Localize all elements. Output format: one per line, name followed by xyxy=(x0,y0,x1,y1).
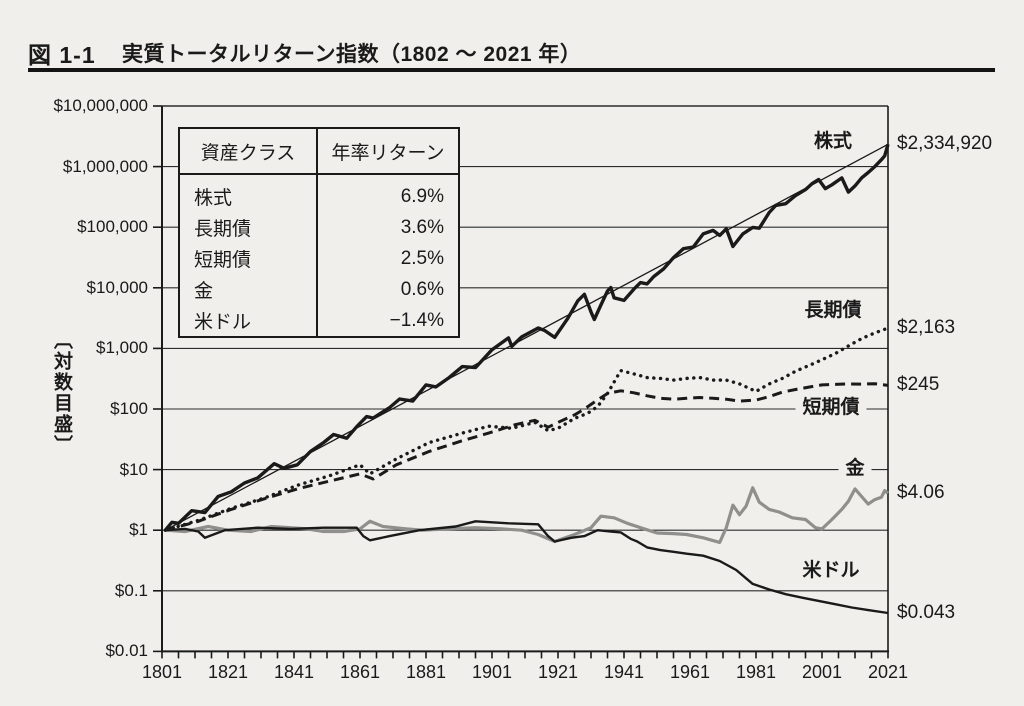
legend-asset-label: 米ドル xyxy=(194,312,252,333)
y-tick-label: $10 xyxy=(119,459,148,479)
y-tick-label: $1,000 xyxy=(96,338,148,358)
series-line-short-bonds xyxy=(164,382,889,532)
legend-return-value: −1.4% xyxy=(316,305,459,337)
series-line-long-bonds xyxy=(163,326,890,532)
figure-label: 図 1-1 xyxy=(28,42,96,68)
series-label-us-dollar: 米ドル xyxy=(802,560,860,581)
y-tick-label: $1 xyxy=(129,520,148,540)
x-tick-label: 2021 xyxy=(867,662,909,683)
legend-asset-label: 株式 xyxy=(194,188,233,209)
legend-return-value: 6.9% xyxy=(316,174,459,212)
end-value-short-bonds: $245 xyxy=(897,374,940,396)
y-tick-label: $1,000,000 xyxy=(62,156,148,176)
x-tick-label: 1981 xyxy=(735,662,777,683)
title-rule xyxy=(28,68,995,72)
series-line-us-dollar xyxy=(165,520,889,615)
series-line-stocks xyxy=(163,143,890,532)
x-tick-label: 1901 xyxy=(471,662,513,683)
legend-row-gold: 金 0.6% xyxy=(179,274,459,305)
series-line-gold xyxy=(165,486,890,544)
end-value-stocks: $2,334,920 xyxy=(897,133,993,155)
legend-table: 資産クラス 年率リターン 株式 6.9% 長期債 3.6% 短期債 2.5% 金… xyxy=(178,127,460,338)
y-tick-label: $100 xyxy=(110,399,148,418)
x-tick-label: 1801 xyxy=(141,662,183,683)
series-label-long-bonds: 長期債 xyxy=(804,300,862,321)
page-title: 実質トータルリターン指数（1802 ～ 2021 年） xyxy=(122,43,582,66)
series-line-trend xyxy=(164,143,889,531)
y-tick-label: $10,000,000 xyxy=(53,96,148,115)
legend-row-stocks: 株式 6.9% xyxy=(179,174,459,212)
y-axis-caption: 〔対数目盛〕 xyxy=(51,330,72,456)
legend-row-short-bonds: 短期債 2.5% xyxy=(179,243,459,274)
x-tick-label: 2001 xyxy=(801,662,843,683)
x-tick-label: 1941 xyxy=(603,662,645,683)
series-label-stocks: 株式 xyxy=(813,131,853,152)
y-tick-label: $0.01 xyxy=(105,641,148,661)
legend-return-value: 0.6% xyxy=(316,274,459,305)
legend-row-long-bonds: 長期債 3.6% xyxy=(179,212,459,243)
x-tick-label: 1821 xyxy=(207,662,249,683)
series-label-gold: 金 xyxy=(838,458,872,480)
x-tick-label: 1961 xyxy=(669,662,711,683)
x-tick-label: 1881 xyxy=(405,662,447,683)
x-tick-label: 1921 xyxy=(537,662,579,683)
legend-asset-label: 長期債 xyxy=(194,219,252,240)
end-value-gold: $4.06 xyxy=(897,482,945,504)
legend-row-us-dollar: 米ドル −1.4% xyxy=(179,305,459,337)
y-tick-label: $100,000 xyxy=(77,217,148,237)
end-value-long-bonds: $2,163 xyxy=(897,317,956,339)
legend-return-value: 2.5% xyxy=(316,243,459,274)
end-value-us-dollar: $0.043 xyxy=(897,602,956,623)
legend-header-asset-class: 資産クラス xyxy=(179,128,317,175)
legend-asset-label: 金 xyxy=(194,281,214,302)
x-tick-label: 1861 xyxy=(339,662,381,683)
x-tick-label: 1841 xyxy=(273,662,315,683)
y-tick-label: $10,000 xyxy=(86,277,148,297)
legend-header-annual-return: 年率リターン xyxy=(316,128,459,175)
legend-asset-label: 短期債 xyxy=(194,250,252,271)
y-tick-label: $0.1 xyxy=(114,580,148,600)
series-label-short-bonds: 短期債 xyxy=(795,397,867,419)
legend-return-value: 3.6% xyxy=(316,212,459,243)
